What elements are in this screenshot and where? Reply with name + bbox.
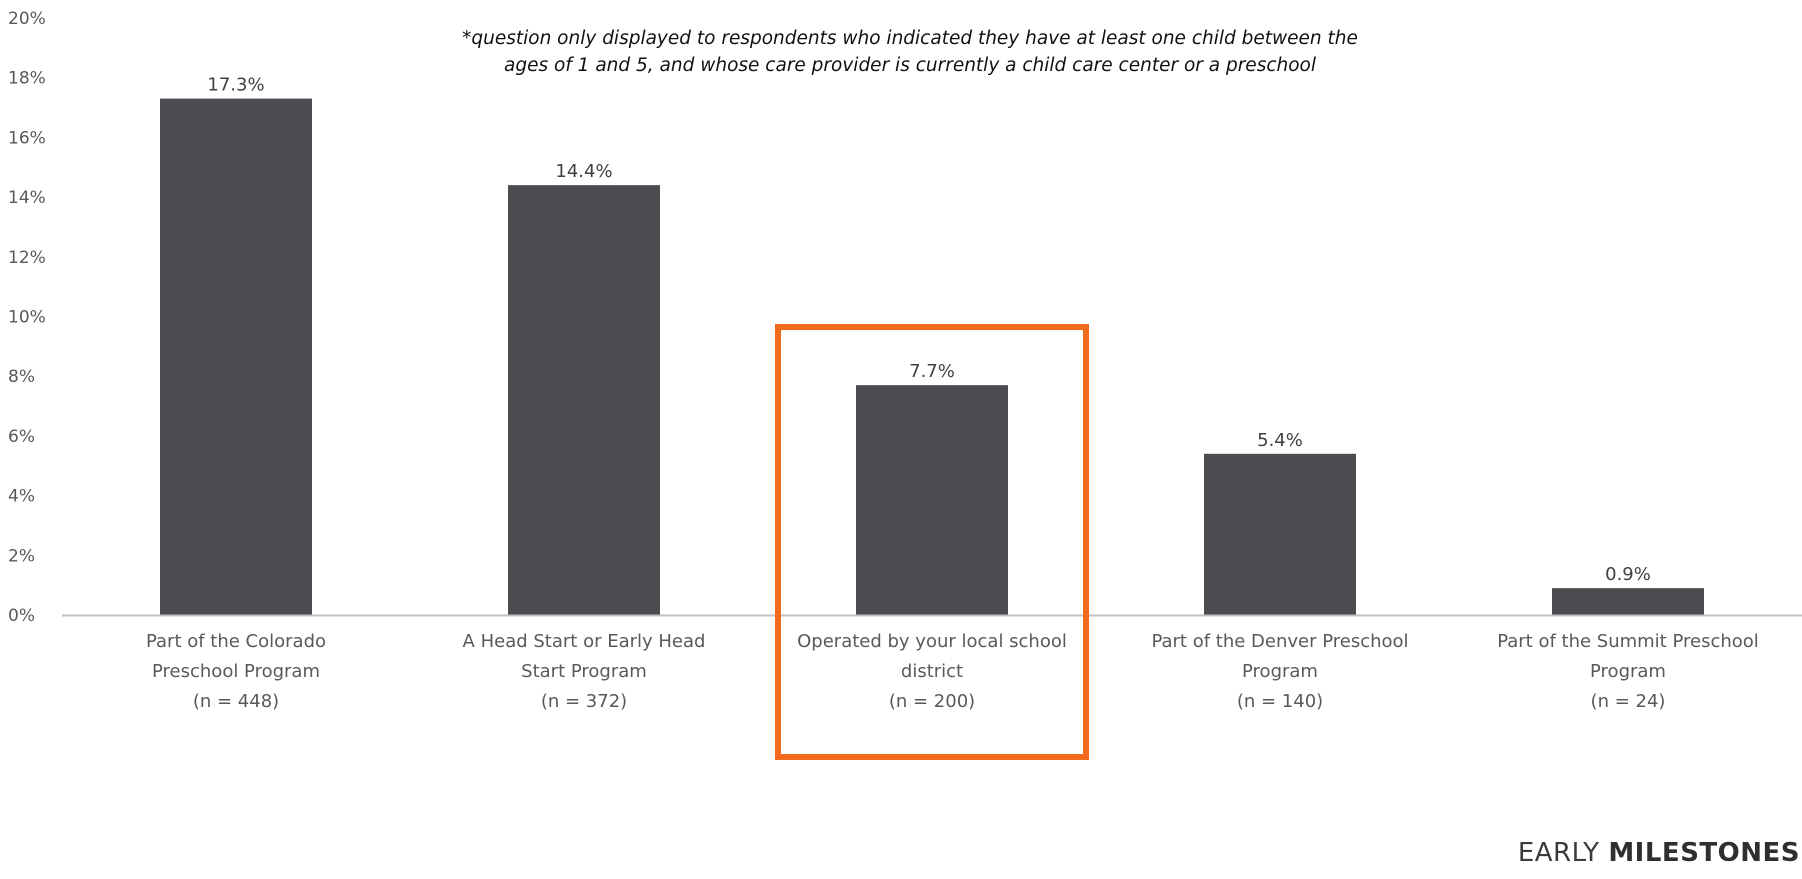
bar — [1204, 453, 1356, 615]
y-axis-ticks: 0% 2% 4% 6% 8% 10% 12% 14% 16% 18% 20% — [8, 9, 46, 626]
category-label: Program — [1242, 661, 1318, 682]
value-label: 14.4% — [555, 161, 612, 182]
y-tick-label: 6% — [8, 427, 35, 447]
y-tick-label: 20% — [8, 9, 46, 29]
category-label: (n = 140) — [1237, 691, 1323, 712]
brand-light-text: EARLY — [1517, 838, 1600, 868]
category-label: district — [901, 661, 963, 682]
footnote-line-2: ages of 1 and 5, and whose care provider… — [503, 55, 1317, 76]
chart-footnote: *question only displayed to respondents … — [300, 25, 1520, 79]
category-label: Part of the Colorado — [146, 631, 326, 652]
bar — [1552, 588, 1704, 615]
y-tick-label: 8% — [8, 367, 35, 387]
category-label: Program — [1590, 661, 1666, 682]
y-tick-label: 2% — [8, 546, 35, 566]
bar — [160, 98, 312, 616]
value-label: 0.9% — [1605, 564, 1651, 585]
y-tick-label: 4% — [8, 487, 35, 507]
value-label: 5.4% — [1257, 430, 1303, 451]
category-label: (n = 372) — [541, 691, 627, 712]
value-label: 17.3% — [207, 75, 264, 96]
category-label: Preschool Program — [152, 661, 320, 682]
highlight-box — [775, 324, 1089, 760]
bar — [856, 385, 1008, 615]
bars — [160, 98, 1704, 616]
value-labels: 17.3% 14.4% 7.7% 5.4% 0.9% — [207, 75, 1650, 586]
y-tick-label: 12% — [8, 248, 46, 268]
y-tick-label: 14% — [8, 188, 46, 208]
category-label: A Head Start or Early Head — [463, 631, 706, 652]
category-label: (n = 24) — [1591, 691, 1666, 712]
category-label: (n = 448) — [193, 691, 279, 712]
footnote-line-1: *question only displayed to respondents … — [462, 28, 1358, 49]
category-label: Operated by your local school — [797, 631, 1067, 652]
value-label: 7.7% — [909, 361, 955, 382]
category-label: (n = 200) — [889, 691, 975, 712]
brand-bold-text: MILESTONES — [1608, 838, 1800, 868]
category-label: Part of the Summit Preschool — [1497, 631, 1759, 652]
brand-logo: EARLY MILESTONES — [1518, 838, 1800, 868]
category-label: Part of the Denver Preschool — [1151, 631, 1408, 652]
category-label: Start Program — [521, 661, 647, 682]
bar — [508, 185, 660, 615]
y-tick-label: 16% — [8, 128, 46, 148]
y-tick-label: 10% — [8, 308, 46, 328]
y-tick-label: 0% — [8, 606, 35, 626]
category-labels: Part of the Colorado Preschool Program (n … — [146, 631, 1759, 712]
y-tick-label: 18% — [8, 69, 46, 89]
